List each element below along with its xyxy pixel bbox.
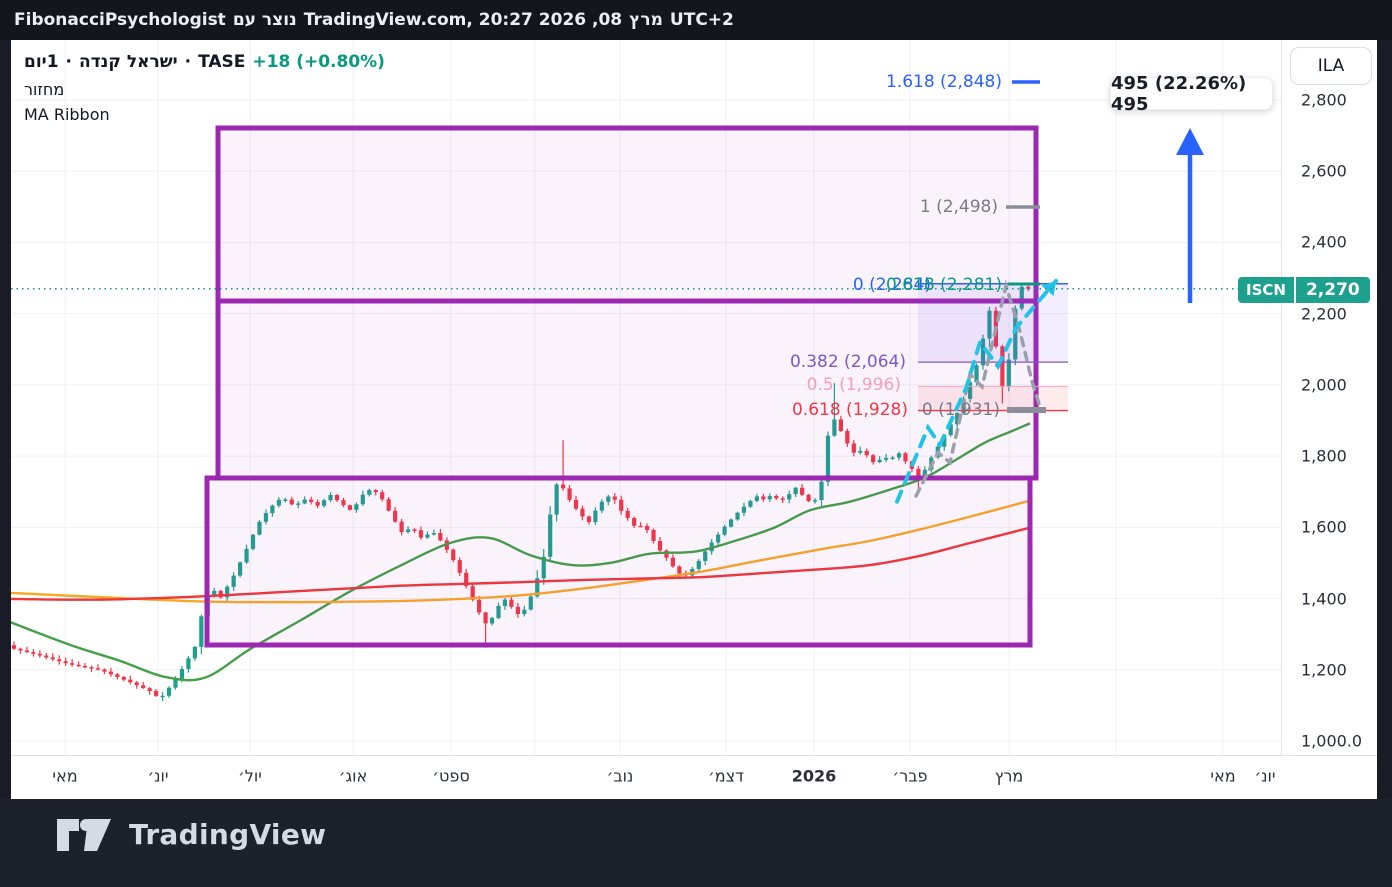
time-axis-label: פבר׳ xyxy=(892,766,928,786)
price-tick-label: 1,600 xyxy=(1301,517,1347,537)
symbol-name[interactable]: ישראל קנדה xyxy=(79,52,178,72)
time-axis-label: יול׳ xyxy=(238,766,262,786)
price-tick-label: 1,200 xyxy=(1301,660,1347,680)
footer-bar: TradingView xyxy=(0,799,1392,887)
created-with-text: נוצר עם xyxy=(232,10,297,30)
time-axis-label: מאי xyxy=(1210,766,1236,786)
symbol-watermark-text: ILA xyxy=(1317,56,1345,76)
tradingview-logo-icon xyxy=(57,819,111,851)
price-tick-label: 1,000.0 xyxy=(1301,731,1363,751)
price-tick-label: 2,600 xyxy=(1301,161,1347,181)
time-axis-label: יונ׳ xyxy=(1254,766,1276,786)
fib-level-label: 1.618 (2,848) xyxy=(885,72,1002,92)
legend-separator: · xyxy=(184,52,192,72)
price-tick-label: 2,800 xyxy=(1301,90,1347,110)
exchange-label: TASE xyxy=(198,52,246,72)
volume-legend[interactable]: מחזור xyxy=(24,80,65,99)
time-axis-label: מרץ xyxy=(994,766,1024,786)
fib-level-label: 0.382 (2,064) xyxy=(789,352,906,372)
fib-level-label: 1 (2,498) xyxy=(919,197,998,217)
left-frame-strip xyxy=(0,40,11,799)
fib-level-label: 0.5 (1,996) xyxy=(806,375,901,395)
time-axis-separator[interactable] xyxy=(11,755,1377,756)
timezone-text: UTC+2 xyxy=(669,10,734,30)
legend: 1יום · ישראל קנדה · TASE +18 (+0.80%) מח… xyxy=(24,52,385,124)
attribution-bar: FibonacciPsychologist נוצר עם TradingVie… xyxy=(0,0,1392,40)
ma-ribbon-legend[interactable]: MA Ribbon xyxy=(24,105,110,124)
timeframe-label[interactable]: 1יום xyxy=(24,52,59,72)
price-tick-label: 2,200 xyxy=(1301,304,1347,324)
time-axis-label: 2026 xyxy=(791,766,837,786)
time-axis-label: מאי xyxy=(52,766,78,786)
legend-separator: · xyxy=(65,52,72,72)
tradingview-brand[interactable]: TradingView xyxy=(55,812,326,856)
measure-callout-text: 495 (22.26%) 495 xyxy=(1111,72,1247,115)
price-tick-label: 1,800 xyxy=(1301,446,1347,466)
fib-level-label: 0.618 (2,281) xyxy=(885,275,1002,295)
right-frame-strip xyxy=(1377,40,1392,799)
price-axis-separator[interactable] xyxy=(1281,40,1282,755)
measure-callout: 495 (22.26%) 495 xyxy=(1110,73,1273,115)
month-text: מרץ xyxy=(629,10,663,30)
time-axis-label: אוג׳ xyxy=(338,766,368,786)
tradingview-brand-text: TradingView xyxy=(129,817,327,851)
price-tick-label: 2,400 xyxy=(1301,232,1347,252)
price-tick-label: 2,000 xyxy=(1301,375,1347,395)
fib-level-label: 0.618 (1,928) xyxy=(791,400,908,420)
chart-pane[interactable] xyxy=(11,40,1377,799)
author-name: FibonacciPsychologist xyxy=(14,10,226,30)
symbol-watermark-box: ILA xyxy=(1290,47,1372,85)
price-label-divider xyxy=(1293,277,1296,303)
price-tick-label: 1,400 xyxy=(1301,589,1347,609)
fib-level-label: 0 (1,931) xyxy=(921,400,1000,420)
price-change-label: +18 (+0.80%) xyxy=(252,52,385,72)
ticker-badge: ISCN xyxy=(1238,277,1294,303)
time-axis-label: יונ׳ xyxy=(147,766,169,786)
last-price-value: 2,270 xyxy=(1295,277,1370,303)
last-price-label: ISCN 2,270 xyxy=(1238,277,1370,303)
site-datetime: TradingView.com, 20:27 2026 ,08 xyxy=(303,10,623,30)
time-axis-label: דצמ׳ xyxy=(708,766,744,786)
time-axis-label: ספט׳ xyxy=(432,766,470,786)
symbol-row[interactable]: 1יום · ישראל קנדה · TASE +18 (+0.80%) xyxy=(24,52,385,72)
time-axis-label: נוב׳ xyxy=(606,766,634,786)
